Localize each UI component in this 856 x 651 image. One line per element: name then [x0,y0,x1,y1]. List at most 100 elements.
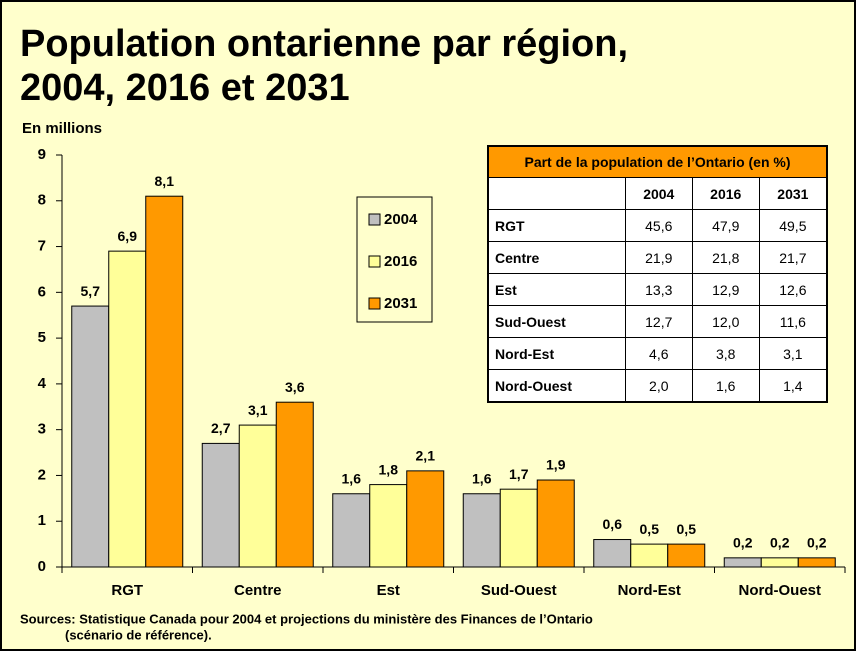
legend-label: 2031 [384,295,417,312]
y-tick-label: 4 [38,375,47,392]
y-axis-label: En millions [22,120,102,137]
table-cell: 12,0 [691,305,760,338]
table-cell: 21,8 [691,241,760,274]
y-tick-label: 3 [38,421,46,438]
table-cell: 47,9 [691,209,760,242]
bar [145,195,184,568]
bar [760,557,799,568]
table-cell: 2,0 [624,369,693,403]
chart-title: 2004, 2016 et 2031 [20,67,350,109]
y-tick-label: 1 [38,512,46,529]
value-label: 0,5 [677,521,697,537]
bar [201,442,240,568]
table-cell: 1,6 [691,369,760,403]
y-tick-label: 6 [38,283,46,300]
table-row: 2004 2016 2031 [487,177,828,210]
table-cell: 45,6 [624,209,693,242]
table-cell: Est [487,273,626,306]
table-cell: Sud-Ouest [487,305,626,338]
legend-label: 2016 [384,253,417,270]
x-tick-label: Centre [234,582,282,599]
legend-swatch [368,213,381,226]
bar [723,557,762,568]
bar [108,250,147,568]
bar [797,557,836,568]
table-cell: RGT [487,209,626,242]
table-cell: Centre [487,241,626,274]
bar [406,470,445,568]
bar [536,479,575,568]
value-label: 3,1 [248,402,268,418]
y-tick-label: 8 [38,192,46,209]
x-tick-label: Nord-Ouest [739,582,822,599]
legend-swatch [368,297,381,310]
table-cell: 2004 [624,177,693,210]
value-label: 1,8 [379,461,399,477]
table-row: Sud-Ouest 12,7 12,0 11,6 [487,305,828,338]
value-label: 3,6 [285,379,305,395]
bar [667,543,706,568]
table-cell: 49,5 [758,209,828,242]
value-label: 8,1 [155,173,175,189]
table-cell: Part de la population de l’Ontario (en %… [487,145,828,178]
value-label: 0,6 [603,516,623,532]
table-row: RGT 45,6 47,9 49,5 [487,209,828,242]
table-row: Nord-Est 4,6 3,8 3,1 [487,337,828,370]
bar [238,424,277,568]
y-tick-label: 7 [38,238,46,255]
bar [593,539,632,568]
table-cell: 3,1 [758,337,828,370]
value-label: 5,7 [81,283,101,299]
table-cell: Nord-Est [487,337,626,370]
table-cell: 1,4 [758,369,828,403]
bar [462,493,501,568]
x-tick-label: Est [377,582,400,599]
bar [630,543,669,568]
bar [275,401,314,568]
table-cell: 21,9 [624,241,693,274]
table-cell: 4,6 [624,337,693,370]
value-label: 0,2 [807,535,827,551]
value-label: 0,2 [770,535,790,551]
bar [369,484,408,568]
table-cell: 21,7 [758,241,828,274]
table-cell: 12,9 [691,273,760,306]
x-tick-label: Sud-Ouest [481,582,557,599]
chart-title: Population ontarienne par région, [20,23,628,65]
value-label: 2,1 [416,448,436,464]
value-label: 1,7 [509,466,529,482]
table-cell: 3,8 [691,337,760,370]
table-cell: 11,6 [758,305,828,338]
y-tick-label: 9 [38,146,46,163]
value-label: 2,7 [211,420,231,436]
x-tick-label: Nord-Est [618,582,681,599]
value-label: 0,5 [640,521,660,537]
source: (scénario de référence). [65,627,212,642]
value-label: 1,6 [472,470,492,486]
table-row: Nord-Ouest 2,0 1,6 1,4 [487,369,828,403]
table-cell: 13,3 [624,273,693,306]
table-cell: 2031 [758,177,828,210]
bar [71,305,110,568]
y-tick-label: 0 [38,558,46,575]
value-label: 6,9 [118,228,138,244]
source: Sources: Statistique Canada pour 2004 et… [20,611,593,626]
table-cell [487,177,626,210]
table-cell: 2016 [691,177,760,210]
table-row: Part de la population de l’Ontario (en %… [487,145,828,178]
bar [332,493,371,568]
value-label: 1,9 [546,457,566,473]
value-label: 1,6 [342,470,362,486]
legend-swatch [368,255,381,268]
bar [499,488,538,568]
x-tick-label: RGT [111,582,143,599]
y-tick-label: 5 [38,329,46,346]
y-tick-label: 2 [38,466,46,483]
table-row: Centre 21,9 21,8 21,7 [487,241,828,274]
table-cell: 12,7 [624,305,693,338]
value-label: 0,2 [733,535,753,551]
table-cell: 12,6 [758,273,828,306]
